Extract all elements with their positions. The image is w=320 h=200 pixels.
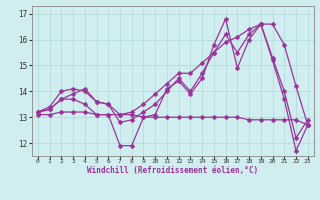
X-axis label: Windchill (Refroidissement éolien,°C): Windchill (Refroidissement éolien,°C) [87, 166, 258, 175]
